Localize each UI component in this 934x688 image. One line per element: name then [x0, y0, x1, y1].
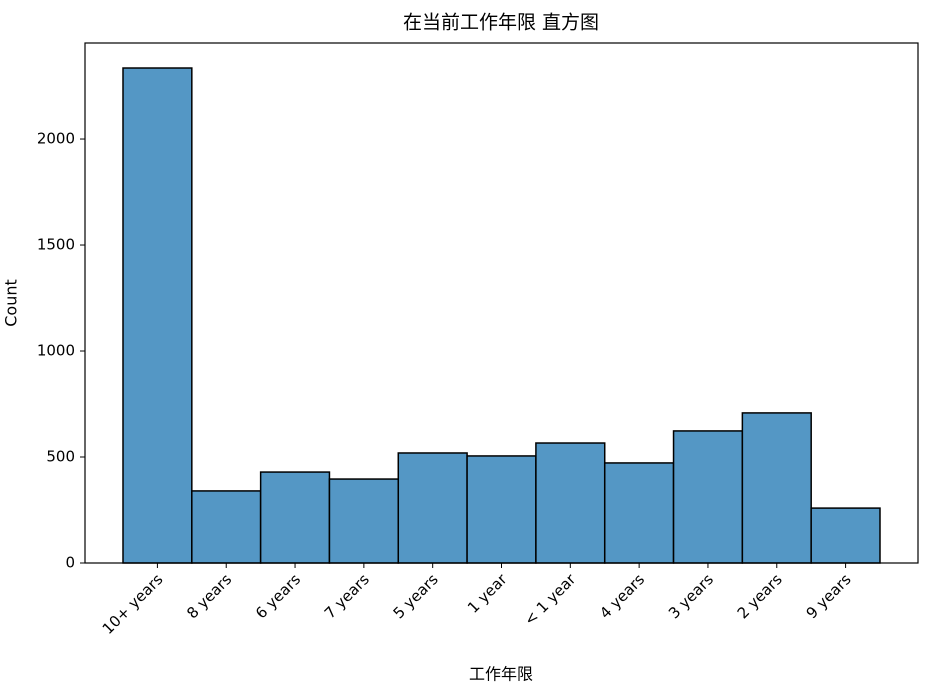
x-tick-label: 3 years	[665, 570, 717, 622]
x-tick-label: 8 years	[183, 570, 235, 622]
bar	[672, 430, 744, 564]
bar	[603, 462, 675, 564]
bar	[191, 490, 262, 564]
x-tick-label: 2 years	[734, 570, 786, 622]
x-tick-label: 4 years	[596, 570, 648, 622]
bar	[535, 442, 606, 564]
y-tick-label: 1500	[37, 236, 75, 254]
bar	[810, 507, 881, 564]
x-tick-label: 1 year	[464, 570, 511, 617]
bar	[328, 478, 400, 564]
x-tick-label: < 1 year	[521, 570, 580, 629]
x-tick-label: 5 years	[390, 570, 442, 622]
x-tick-label: 9 years	[803, 570, 855, 622]
x-tick-label: 6 years	[252, 570, 304, 622]
bar	[122, 67, 193, 564]
bar	[741, 412, 812, 564]
y-axis-label: Count	[2, 279, 21, 327]
y-tick-label: 2000	[37, 130, 75, 148]
chart-title: 在当前工作年限 直方图	[403, 12, 599, 34]
y-tick-label: 0	[65, 554, 75, 572]
x-tick-label: 10+ years	[99, 570, 167, 638]
y-tick-label: 500	[46, 448, 75, 466]
bar	[397, 452, 468, 564]
y-tick-label: 1000	[37, 342, 75, 360]
plot-frame	[84, 42, 919, 564]
x-tick-label: 7 years	[321, 570, 373, 622]
x-axis-label: 工作年限	[469, 665, 533, 684]
bar	[259, 471, 331, 564]
bar	[466, 455, 537, 564]
